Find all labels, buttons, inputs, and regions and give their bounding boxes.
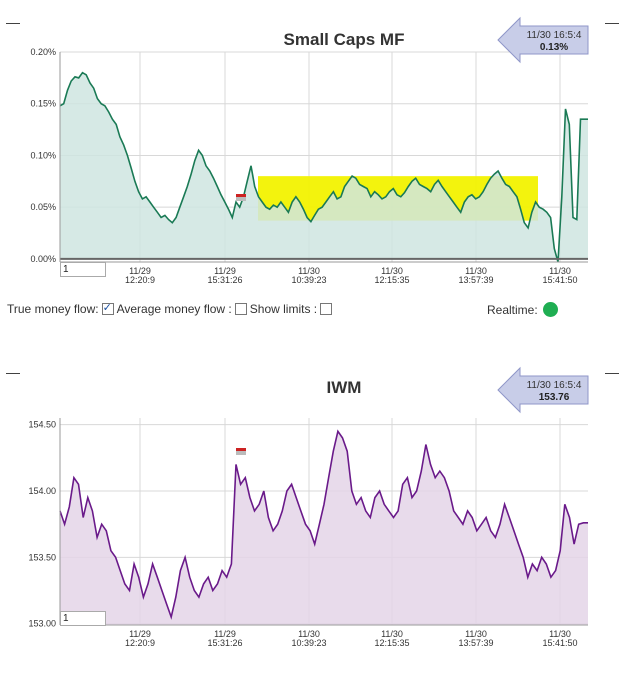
iwm-chart[interactable]: IWM153.00153.50154.00154.5011/2912:20:91… bbox=[0, 360, 620, 677]
y-tick-label: 154.50 bbox=[28, 420, 56, 430]
money-flow-chart[interactable]: Small Caps MF0.00%0.05%0.10%0.15%0.20%11… bbox=[0, 0, 620, 300]
x-tick-time: 15:41:50 bbox=[542, 275, 577, 285]
series-area bbox=[60, 431, 588, 625]
average-money-flow-label: Average money flow : bbox=[116, 302, 232, 316]
x-tick-date: 11/30 bbox=[381, 266, 403, 276]
collapse-minus-icon[interactable]: — bbox=[6, 364, 20, 380]
x-tick-time: 13:57:39 bbox=[458, 638, 493, 648]
x-tick-date: 11/30 bbox=[298, 266, 320, 276]
x-tick-time: 15:31:26 bbox=[207, 638, 242, 648]
x-tick-date: 11/29 bbox=[129, 266, 151, 276]
chart-title: IWM bbox=[327, 378, 362, 397]
y-tick-label: 0.20% bbox=[30, 47, 56, 57]
y-tick-label: 154.00 bbox=[28, 486, 56, 496]
event-marker-shadow bbox=[236, 451, 246, 455]
callout-time: 11/30 16:5:4 bbox=[527, 30, 582, 41]
realtime-indicator-icon[interactable] bbox=[542, 302, 558, 317]
true-money-flow-checkbox[interactable] bbox=[101, 301, 114, 315]
money-flow-chart-panel: — — Small Caps MF 0.00% 0.05% 0.10% 0.15% 0.2… bbox=[0, 0, 620, 330]
collapse-minus-icon[interactable]: — bbox=[6, 14, 20, 30]
x-tick-time: 13:57:39 bbox=[458, 275, 493, 285]
realtime-status: Realtime: bbox=[487, 302, 558, 317]
show-limits-checkbox[interactable] bbox=[320, 303, 333, 315]
x-tick-date: 11/30 bbox=[465, 266, 487, 276]
x-tick-time: 12:20:9 bbox=[125, 638, 155, 648]
x-tick-date: 11/30 bbox=[465, 629, 487, 639]
last-value-callout[interactable]: 11/30 16:5:40.13% bbox=[497, 16, 589, 64]
true-money-flow-label: True money flow: bbox=[7, 302, 99, 316]
x-tick-time: 15:41:50 bbox=[542, 638, 577, 648]
x-tick-date: 11/30 bbox=[381, 629, 403, 639]
x-tick-time: 12:15:35 bbox=[374, 275, 409, 285]
event-marker bbox=[236, 448, 246, 451]
chart-options: True money flow: Average money flow : Sh… bbox=[7, 301, 335, 316]
mf-period-input[interactable]: 1 bbox=[60, 262, 106, 277]
callout-value: 153.76 bbox=[539, 392, 570, 403]
x-tick-time: 15:31:26 bbox=[207, 275, 242, 285]
series-area bbox=[60, 72, 588, 262]
x-tick-date: 11/29 bbox=[214, 629, 236, 639]
callout-value: 0.13% bbox=[540, 42, 568, 53]
x-tick-date: 11/30 bbox=[549, 629, 571, 639]
collapse-minus-icon-right[interactable]: — bbox=[605, 14, 619, 30]
y-tick-label: 153.00 bbox=[28, 619, 56, 629]
series-line bbox=[59, 429, 588, 620]
event-marker bbox=[236, 194, 246, 197]
callout-arrow-icon bbox=[497, 366, 589, 414]
iwm-chart-panel: — — IWM 153.00 153.50 154.00 154.50 11/29 12:2… bbox=[0, 360, 620, 677]
y-tick-label: 0.05% bbox=[30, 202, 56, 212]
callout-arrow-icon bbox=[497, 16, 589, 64]
callout-time: 11/30 16:5:4 bbox=[527, 380, 582, 391]
series-line bbox=[59, 71, 588, 263]
x-tick-date: 11/29 bbox=[214, 266, 236, 276]
iwm-period-input[interactable]: 1 bbox=[60, 611, 106, 626]
show-limits-label: Show limits : bbox=[249, 302, 318, 316]
chart-title: Small Caps MF bbox=[284, 30, 405, 49]
x-tick-date: 11/29 bbox=[129, 629, 151, 639]
event-marker-shadow bbox=[236, 197, 246, 201]
x-tick-time: 10:39:23 bbox=[291, 275, 326, 285]
y-tick-label: 0.15% bbox=[30, 99, 56, 109]
average-money-flow-checkbox[interactable] bbox=[234, 303, 247, 315]
collapse-minus-icon-right[interactable]: — bbox=[605, 364, 619, 380]
x-tick-time: 10:39:23 bbox=[291, 638, 326, 648]
x-tick-date: 11/30 bbox=[298, 629, 320, 639]
x-tick-time: 12:20:9 bbox=[125, 275, 155, 285]
x-tick-date: 11/30 bbox=[549, 266, 571, 276]
x-tick-time: 12:15:35 bbox=[374, 638, 409, 648]
y-tick-label: 0.00% bbox=[30, 254, 56, 264]
realtime-label: Realtime: bbox=[487, 302, 538, 317]
y-tick-label: 0.10% bbox=[30, 150, 56, 160]
y-tick-label: 153.50 bbox=[28, 552, 56, 562]
